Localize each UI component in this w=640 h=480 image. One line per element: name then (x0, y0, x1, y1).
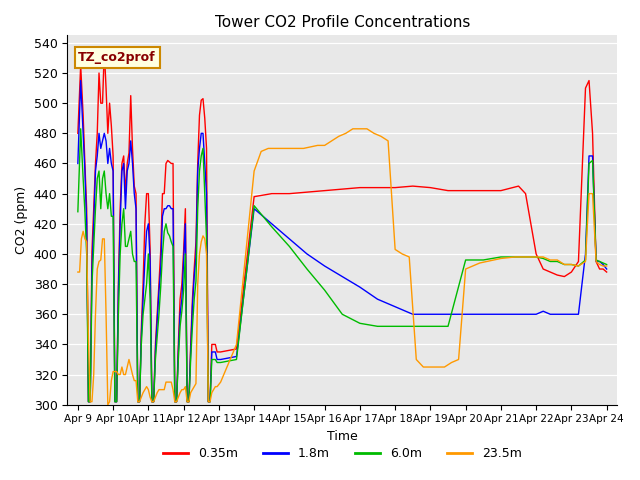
Title: Tower CO2 Profile Concentrations: Tower CO2 Profile Concentrations (214, 15, 470, 30)
Y-axis label: CO2 (ppm): CO2 (ppm) (15, 186, 28, 254)
Text: TZ_co2prof: TZ_co2prof (78, 51, 156, 64)
X-axis label: Time: Time (327, 430, 358, 443)
Legend: 0.35m, 1.8m, 6.0m, 23.5m: 0.35m, 1.8m, 6.0m, 23.5m (158, 442, 527, 465)
